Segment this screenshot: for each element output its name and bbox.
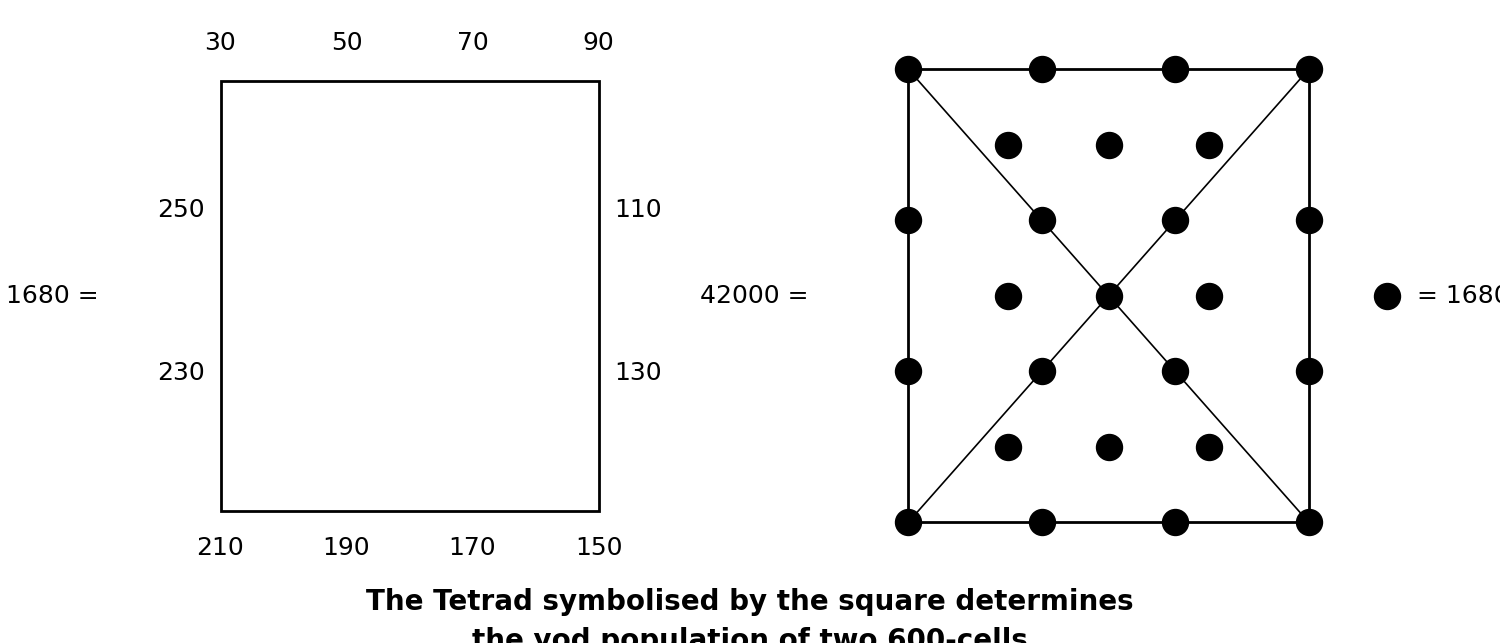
Point xyxy=(1096,140,1120,150)
Point xyxy=(1296,215,1320,226)
Text: 50: 50 xyxy=(330,32,363,55)
Point xyxy=(1162,215,1186,226)
Text: The Tetrad symbolised by the square determines: The Tetrad symbolised by the square dete… xyxy=(366,588,1134,617)
Point xyxy=(1162,517,1186,527)
Text: the yod population of two 600-cells: the yod population of two 600-cells xyxy=(472,627,1028,643)
Point xyxy=(897,215,921,226)
Point xyxy=(996,140,1020,150)
Point xyxy=(996,442,1020,452)
Bar xyxy=(220,81,598,511)
Text: 42000 =: 42000 = xyxy=(699,284,808,308)
Text: 1680 =: 1680 = xyxy=(6,284,99,308)
Point xyxy=(1376,291,1400,301)
Point xyxy=(1296,64,1320,75)
Point xyxy=(1296,517,1320,527)
Point xyxy=(1197,140,1221,150)
Point xyxy=(897,366,921,376)
Point xyxy=(996,291,1020,301)
Text: 150: 150 xyxy=(574,536,622,560)
Point xyxy=(1030,64,1054,75)
Point xyxy=(1096,442,1120,452)
Text: 30: 30 xyxy=(204,32,237,55)
Point xyxy=(1197,442,1221,452)
Point xyxy=(1296,366,1320,376)
Text: 230: 230 xyxy=(158,361,204,385)
Text: 90: 90 xyxy=(582,32,615,55)
Point xyxy=(1096,291,1120,301)
Point xyxy=(897,64,921,75)
Text: 130: 130 xyxy=(615,361,662,385)
Text: 70: 70 xyxy=(456,32,489,55)
Text: 250: 250 xyxy=(158,198,204,222)
Text: 210: 210 xyxy=(196,536,244,560)
Text: 170: 170 xyxy=(448,536,497,560)
Text: = 1680: = 1680 xyxy=(1418,284,1500,308)
Point xyxy=(1030,366,1054,376)
Point xyxy=(897,517,921,527)
Text: 190: 190 xyxy=(322,536,370,560)
Point xyxy=(1162,64,1186,75)
Point xyxy=(1197,291,1221,301)
Point xyxy=(1030,215,1054,226)
Point xyxy=(1162,366,1186,376)
Point xyxy=(1030,517,1054,527)
Text: 110: 110 xyxy=(615,198,662,222)
